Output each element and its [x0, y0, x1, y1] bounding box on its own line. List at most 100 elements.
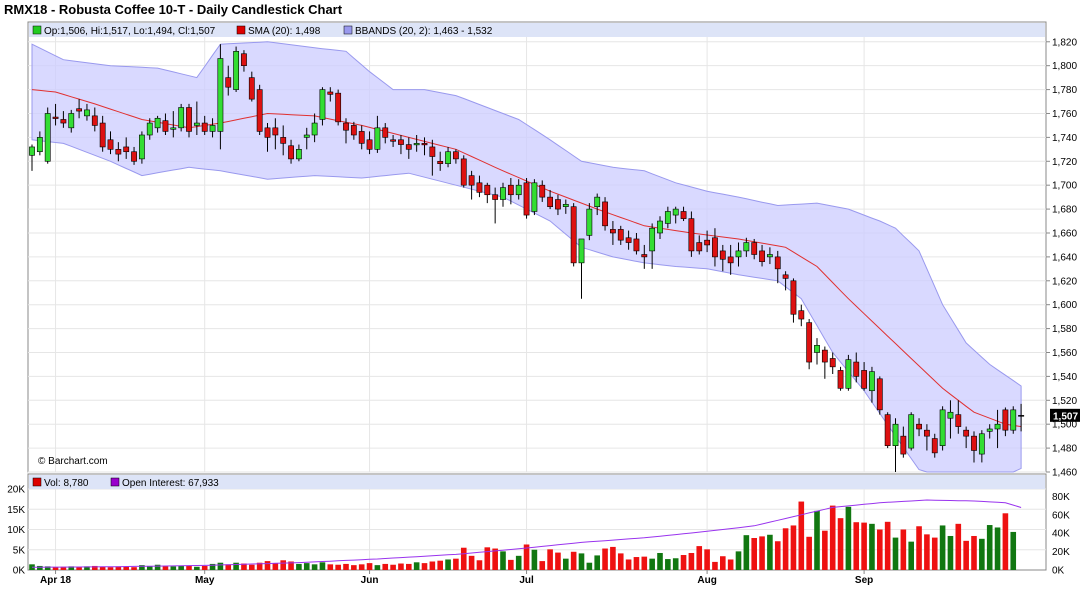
- candle-body: [641, 254, 648, 258]
- volume-bar: [225, 564, 232, 570]
- candle-body: [806, 322, 813, 363]
- candle: [602, 197, 608, 231]
- candle: [327, 87, 334, 102]
- candle: [609, 221, 616, 245]
- volume-bar: [735, 551, 742, 570]
- candle-body: [413, 143, 420, 146]
- candle: [484, 182, 491, 204]
- volume-bar: [931, 537, 938, 570]
- candle-body: [774, 256, 781, 270]
- candle-body: [578, 238, 585, 264]
- candle: [735, 242, 742, 267]
- candle-body: [107, 139, 114, 150]
- volume-bar: [547, 549, 553, 570]
- candle-body: [52, 116, 59, 119]
- volume-bar: [853, 522, 860, 570]
- candle-body: [947, 411, 954, 419]
- volume-bar: [869, 523, 875, 570]
- volume-bar: [272, 563, 279, 570]
- candle-body: [719, 250, 726, 260]
- candle-body: [884, 414, 891, 447]
- month-label: May: [195, 575, 215, 586]
- price-tick-label: 1,700: [1052, 181, 1077, 192]
- candle: [29, 144, 35, 171]
- volume-bar: [774, 541, 781, 570]
- candle-body: [798, 310, 805, 320]
- candle-body: [68, 113, 75, 129]
- candle: [916, 418, 922, 437]
- volume-bar: [884, 521, 891, 570]
- candle: [751, 238, 758, 260]
- candle: [311, 113, 318, 143]
- volume-bar: [837, 518, 844, 570]
- legend-swatch-volume: [32, 477, 42, 487]
- candle-body: [445, 151, 451, 164]
- volume-bar: [460, 547, 467, 570]
- candle-body: [978, 433, 985, 455]
- candle: [248, 71, 255, 102]
- candle-body: [743, 242, 750, 252]
- volume-bar: [680, 555, 687, 570]
- candle-body: [939, 409, 946, 447]
- candle-body: [217, 58, 224, 132]
- candle: [170, 111, 177, 138]
- candle: [52, 103, 59, 126]
- candle: [421, 137, 428, 156]
- volume-bar: [429, 561, 436, 570]
- last-price-label: 1,507: [1053, 411, 1078, 422]
- candle: [68, 109, 75, 133]
- volume-bar: [759, 536, 765, 570]
- candle-body: [193, 122, 200, 126]
- candle: [562, 199, 569, 214]
- volume-bar: [570, 551, 577, 570]
- volume-bar: [806, 536, 812, 570]
- candle-body: [288, 145, 294, 160]
- candle-body: [429, 146, 436, 157]
- candle-body: [452, 151, 459, 160]
- volume-bar: [437, 560, 443, 570]
- candle-body: [492, 194, 499, 200]
- candle-body: [586, 208, 593, 236]
- candle: [861, 362, 867, 391]
- candle: [123, 137, 130, 159]
- candle: [617, 225, 624, 245]
- volume-bar: [303, 563, 310, 570]
- volume-tick-label: 0K: [13, 566, 26, 577]
- volume-bar: [319, 562, 326, 570]
- candle-body: [766, 254, 773, 258]
- volume-bar: [900, 529, 907, 570]
- candle: [978, 430, 985, 463]
- candle-body: [955, 414, 962, 427]
- legend-sma: SMA (20): 1,498: [248, 26, 321, 37]
- candle-body: [36, 137, 43, 153]
- open-interest-tick-label: 0K: [1052, 566, 1065, 577]
- candle-body: [657, 220, 663, 234]
- candle-body: [790, 280, 797, 315]
- candle-body: [170, 127, 177, 130]
- candle-body: [829, 358, 836, 368]
- volume-bar: [123, 566, 129, 570]
- volume-bar: [594, 555, 600, 570]
- volume-bar: [727, 559, 734, 570]
- volume-bar: [84, 566, 90, 570]
- volume-bar: [366, 563, 373, 570]
- volume-bar: [924, 534, 930, 570]
- x-axis-months: Apr 18 May Jun Jul Aug Sep: [40, 570, 873, 586]
- candle-body: [264, 127, 271, 138]
- volume-bar: [657, 552, 663, 570]
- candle-body: [295, 149, 302, 160]
- candle-body: [821, 349, 828, 363]
- candle-body: [209, 125, 216, 132]
- candle-body: [869, 371, 875, 392]
- candle-body: [343, 122, 349, 131]
- candle: [193, 101, 200, 135]
- volume-bar: [99, 566, 106, 570]
- candle: [303, 127, 310, 150]
- open-interest-y-axis: 0K 20K 40K 60K 80K: [1052, 492, 1070, 577]
- price-tick-label: 1,660: [1052, 228, 1077, 239]
- volume-bar: [154, 564, 161, 570]
- volume-bar: [508, 559, 514, 570]
- open-interest-tick-label: 60K: [1052, 510, 1070, 521]
- candle-body: [225, 77, 232, 88]
- candle-body: [876, 378, 883, 411]
